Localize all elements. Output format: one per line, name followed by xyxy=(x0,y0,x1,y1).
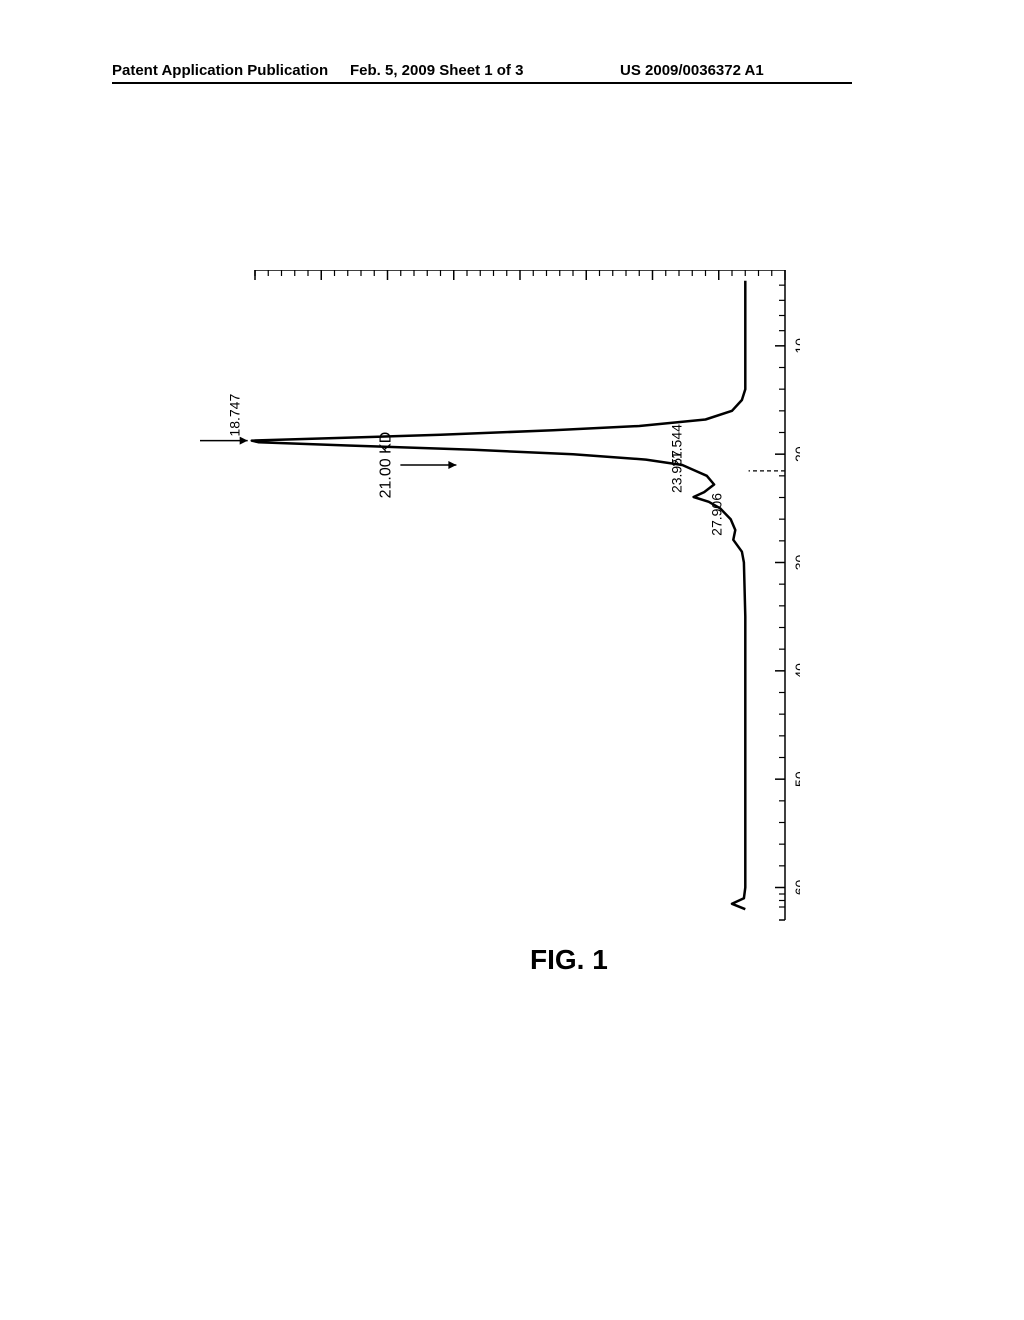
svg-text:50: 50 xyxy=(792,771,800,787)
chromatogram-chart: 9.0e48.0e47.0e46.0e45.0e44.0e43.0e42.0e4… xyxy=(200,270,800,990)
figure-1: 9.0e48.0e47.0e46.0e45.0e44.0e43.0e42.0e4… xyxy=(200,270,800,990)
svg-text:23.957: 23.957 xyxy=(669,450,685,493)
header-rule xyxy=(112,82,852,84)
svg-text:18.747: 18.747 xyxy=(227,394,243,437)
svg-text:21.00 KD: 21.00 KD xyxy=(377,432,394,499)
svg-text:40: 40 xyxy=(792,663,800,679)
svg-text:60: 60 xyxy=(792,880,800,896)
svg-text:10: 10 xyxy=(792,338,800,354)
svg-text:30: 30 xyxy=(792,555,800,571)
header-left: Patent Application Publication xyxy=(112,62,328,79)
svg-text:27.906: 27.906 xyxy=(708,493,724,536)
header-center: Feb. 5, 2009 Sheet 1 of 3 xyxy=(350,62,523,79)
header-right: US 2009/0036372 A1 xyxy=(620,62,764,79)
figure-label: FIG. 1 xyxy=(530,944,608,976)
svg-text:20: 20 xyxy=(792,446,800,462)
